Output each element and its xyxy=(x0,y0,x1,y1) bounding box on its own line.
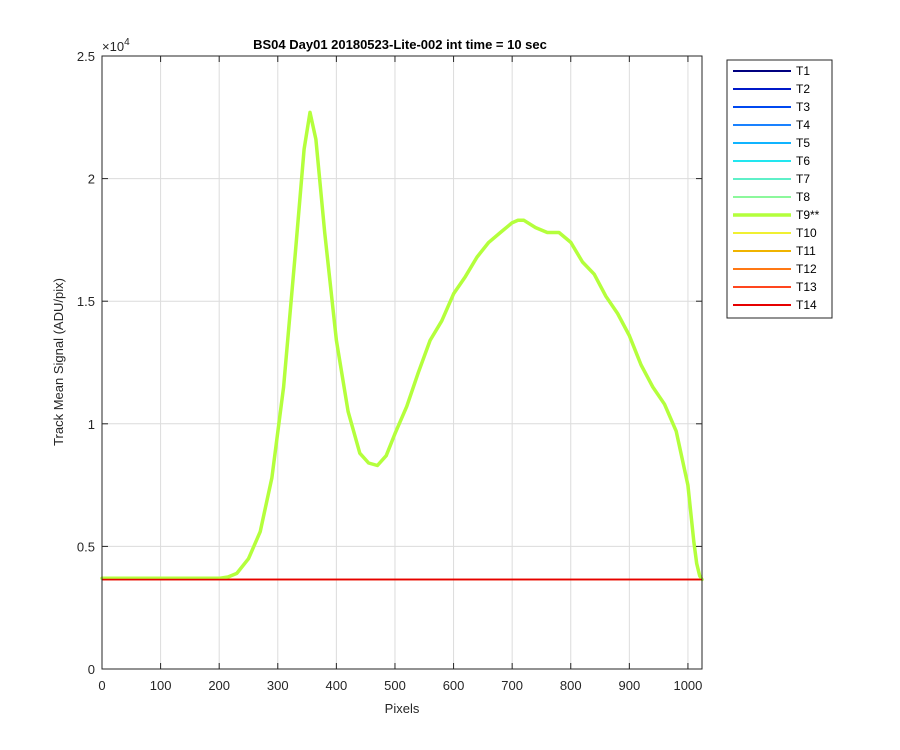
x-tick-label: 600 xyxy=(443,678,465,693)
y-axis-label: Track Mean Signal (ADU/pix) xyxy=(51,278,66,446)
x-tick-label: 900 xyxy=(618,678,640,693)
x-axis-ticks: 0 100 200 300 400 500 600 700 800 900 1000 xyxy=(98,56,702,693)
x-axis-label: Pixels xyxy=(385,701,420,716)
x-tick-label: 1000 xyxy=(673,678,702,693)
plot-frame xyxy=(101,55,703,670)
x-tick-label: 0 xyxy=(98,678,105,693)
legend-label: T2 xyxy=(796,82,810,96)
x-tick-label: 800 xyxy=(560,678,582,693)
x-tick-label: 400 xyxy=(326,678,348,693)
x-tick-label: 500 xyxy=(384,678,406,693)
y-tick-label: 1 xyxy=(88,417,95,432)
legend-label: T14 xyxy=(796,298,817,312)
x-tick-label: 200 xyxy=(208,678,230,693)
chart-title: BS04 Day01 20180523-Lite-002 int time = … xyxy=(253,37,547,52)
legend-label: T6 xyxy=(796,154,810,168)
x-tick-label: 100 xyxy=(150,678,172,693)
x-tick-label: 300 xyxy=(267,678,289,693)
y-tick-label: 2.5 xyxy=(77,49,95,64)
legend-label: T13 xyxy=(796,280,817,294)
legend-label: T11 xyxy=(796,244,816,258)
legend-box xyxy=(726,59,833,319)
legend-label: T12 xyxy=(796,262,817,276)
legend-label: T5 xyxy=(796,136,810,150)
y-tick-label: 1.5 xyxy=(77,294,95,309)
series-line-T9 xyxy=(100,110,704,582)
y-axis-ticks: 0 0.5 1 1.5 2 2.5 xyxy=(77,49,702,677)
x-tick-label: 700 xyxy=(501,678,523,693)
series-layer xyxy=(100,110,704,582)
y-tick-label: 0 xyxy=(88,662,95,677)
legend-label: T7 xyxy=(796,172,810,186)
legend-label: T8 xyxy=(796,190,810,204)
y-tick-label: 2 xyxy=(88,172,95,187)
legend-label: T4 xyxy=(796,118,810,132)
y-axis-exponent: ×104 xyxy=(102,37,130,54)
legend-label: T3 xyxy=(796,100,810,114)
legend-label: T10 xyxy=(796,226,817,240)
legend-label: T9** xyxy=(796,208,820,222)
legend-label: T1 xyxy=(796,64,810,78)
legend: T1 T2 T3 T4 T5 T6 T7 T8 T9** T10 T11 T12 T13 T14 xyxy=(726,59,833,319)
y-tick-label: 0.5 xyxy=(77,539,95,554)
